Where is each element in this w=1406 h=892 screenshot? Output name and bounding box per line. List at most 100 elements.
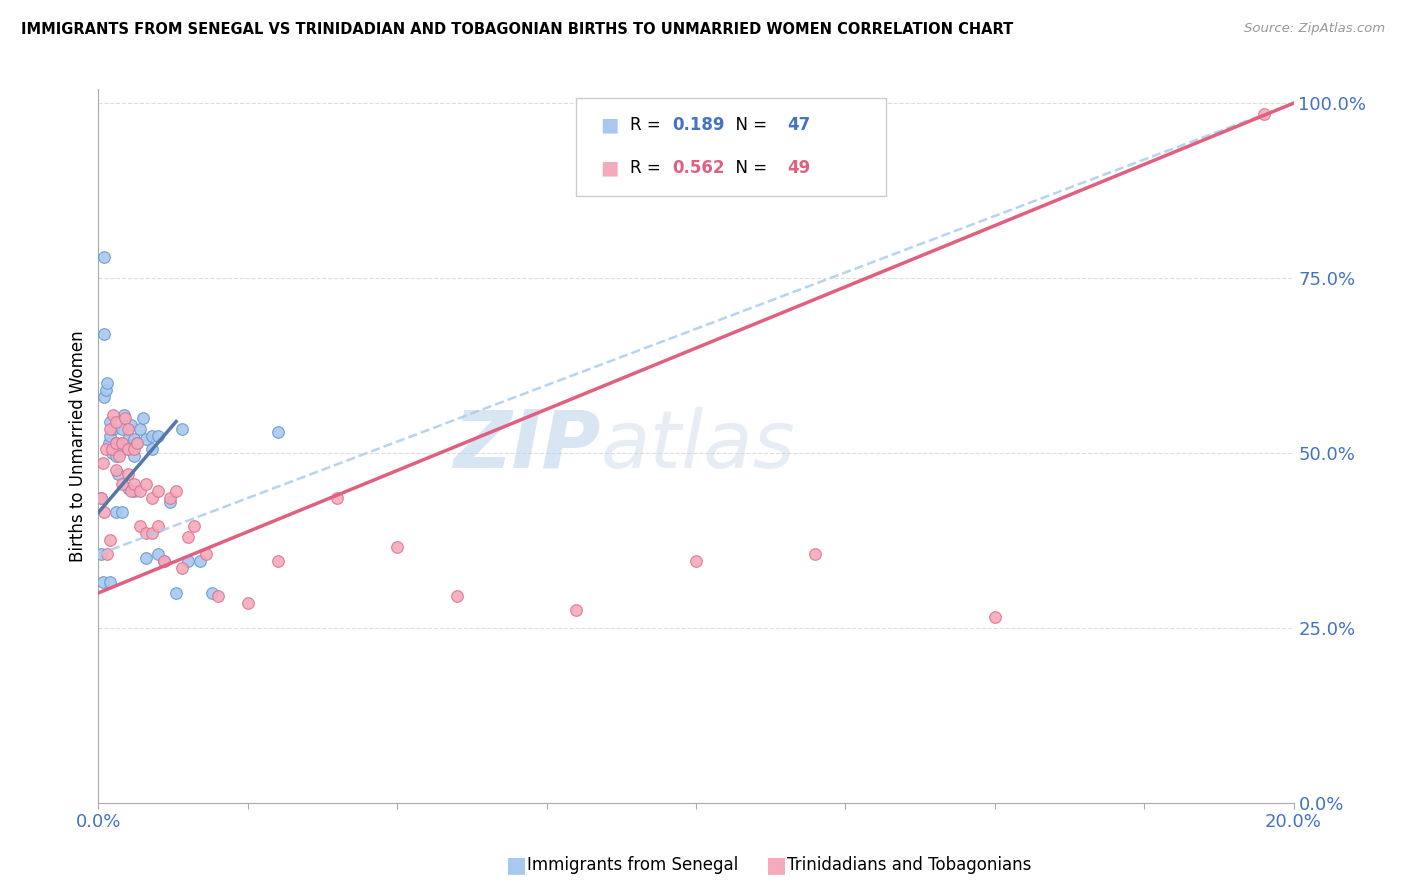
Point	[111, 506, 134, 520]
Text: R =: R =	[630, 116, 666, 134]
Point	[117, 442, 139, 457]
Point	[207, 590, 229, 604]
Point	[94, 442, 117, 457]
Point	[135, 526, 157, 541]
Point	[141, 442, 163, 457]
Point	[804, 548, 827, 562]
Point	[100, 575, 122, 590]
Text: ■: ■	[766, 855, 787, 875]
Point	[129, 484, 152, 499]
Point	[93, 506, 115, 520]
Point	[148, 519, 170, 533]
Point	[91, 575, 114, 590]
Point	[90, 491, 112, 506]
Point	[267, 554, 290, 568]
Point	[1253, 106, 1275, 120]
Text: R =: R =	[630, 159, 666, 177]
Point	[96, 376, 118, 390]
Text: atlas: atlas	[600, 407, 796, 485]
Point	[148, 484, 170, 499]
Point	[153, 554, 176, 568]
Point	[117, 421, 139, 435]
Point	[93, 390, 115, 404]
Point	[135, 550, 157, 565]
Point	[385, 541, 409, 555]
Point	[172, 561, 194, 575]
Point	[984, 610, 1007, 624]
Point	[135, 477, 157, 491]
Point	[129, 519, 152, 533]
Text: ZIP: ZIP	[453, 407, 600, 485]
Point	[117, 467, 139, 481]
Point	[117, 481, 139, 495]
Text: Immigrants from Senegal: Immigrants from Senegal	[527, 856, 738, 874]
Point	[236, 596, 259, 610]
Point	[93, 327, 115, 342]
Point	[124, 484, 146, 499]
Text: ■: ■	[600, 115, 619, 135]
Point	[114, 411, 136, 425]
Point	[105, 435, 128, 450]
Point	[117, 432, 139, 446]
Text: IMMIGRANTS FROM SENEGAL VS TRINIDADIAN AND TOBAGONIAN BIRTHS TO UNMARRIED WOMEN : IMMIGRANTS FROM SENEGAL VS TRINIDADIAN A…	[21, 22, 1014, 37]
Text: 47: 47	[787, 116, 811, 134]
Text: 0.189: 0.189	[672, 116, 724, 134]
Point	[90, 548, 112, 562]
Point	[201, 586, 224, 600]
Point	[172, 421, 194, 435]
Point	[141, 526, 163, 541]
Point	[141, 491, 163, 506]
Point	[148, 548, 170, 562]
Point	[112, 408, 135, 422]
Point	[105, 450, 128, 464]
Point	[100, 415, 122, 429]
Point	[183, 519, 205, 533]
Point	[188, 554, 211, 568]
Text: 49: 49	[787, 159, 811, 177]
Point	[124, 450, 146, 464]
Point	[685, 554, 707, 568]
Point	[111, 435, 134, 450]
Point	[94, 383, 117, 397]
Point	[165, 484, 187, 499]
Point	[124, 432, 146, 446]
Point	[326, 491, 349, 506]
Point	[111, 477, 134, 491]
Point	[108, 442, 131, 457]
Text: N =: N =	[725, 159, 773, 177]
Point	[111, 435, 134, 450]
Point	[141, 428, 163, 442]
Point	[267, 425, 290, 439]
Point	[124, 477, 146, 491]
Point	[100, 446, 122, 460]
Point	[177, 554, 200, 568]
Text: Source: ZipAtlas.com: Source: ZipAtlas.com	[1244, 22, 1385, 36]
Point	[96, 548, 118, 562]
Point	[446, 590, 468, 604]
Point	[565, 603, 588, 617]
Text: ■: ■	[600, 158, 619, 178]
Point	[93, 250, 115, 264]
Text: ■: ■	[506, 855, 527, 875]
Point	[105, 463, 128, 477]
Point	[153, 554, 176, 568]
Point	[90, 491, 112, 506]
Point	[159, 495, 181, 509]
Text: 0.562: 0.562	[672, 159, 724, 177]
Point	[100, 442, 122, 457]
Point	[107, 467, 129, 481]
Text: Trinidadians and Tobagonians: Trinidadians and Tobagonians	[787, 856, 1032, 874]
Point	[100, 533, 122, 548]
Point	[108, 450, 131, 464]
Point	[195, 548, 218, 562]
Point	[177, 530, 200, 544]
Point	[127, 435, 149, 450]
Point	[120, 417, 142, 432]
Point	[100, 421, 122, 435]
Y-axis label: Births to Unmarried Women: Births to Unmarried Women	[69, 330, 87, 562]
Point	[159, 491, 181, 506]
Point	[98, 435, 121, 450]
Point	[117, 442, 139, 457]
Text: N =: N =	[725, 116, 773, 134]
Point	[105, 435, 128, 450]
